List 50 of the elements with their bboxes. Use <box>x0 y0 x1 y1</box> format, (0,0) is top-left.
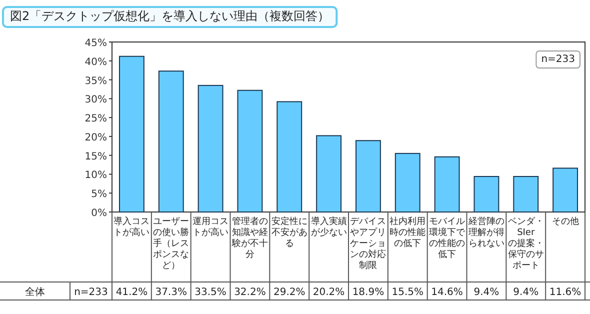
x-tick-label: 社内利用時の性能の低下 <box>390 216 426 249</box>
bar <box>198 84 224 212</box>
bar <box>513 176 539 212</box>
bar <box>158 70 184 212</box>
data-label: 9.4% <box>474 287 500 298</box>
data-label: 29.2% <box>273 287 306 298</box>
y-tick-label: 5% <box>91 189 107 200</box>
x-tick-label: ベンダ・SIerの提案・保守のサポート <box>508 216 544 271</box>
data-label: 18.9% <box>352 287 384 298</box>
x-tick-label: 経営陣の理解が得られない <box>467 216 504 249</box>
data-label: 14.6% <box>431 287 463 298</box>
bar <box>276 101 302 212</box>
y-tick-label: 15% <box>84 151 107 162</box>
data-label: 41.2% <box>116 287 148 298</box>
data-label: 33.5% <box>194 287 226 298</box>
y-tick-label: 20% <box>84 132 107 144</box>
bar <box>434 156 460 212</box>
x-tick-label: モバイル環境下での性能の低下 <box>429 217 466 260</box>
x-tick-label: 導入実績が少ない <box>310 216 347 238</box>
x-tick-label: デバイスやアプリケーションの対応制限 <box>350 217 386 271</box>
x-tick-label: 導入コストが高い <box>114 216 150 238</box>
x-tick-label: ユーザーの使い勝手（レスポンスなど） <box>153 216 190 271</box>
data-label: 37.3% <box>155 287 188 298</box>
data-label: 9.4% <box>513 287 539 298</box>
text: 全体 <box>25 286 45 298</box>
y-tick-label: 30% <box>84 94 107 106</box>
bar <box>355 140 381 212</box>
data-label: 11.6% <box>549 287 582 298</box>
y-tick-label: 45% <box>84 38 107 49</box>
y-tick-label: 0% <box>91 208 107 219</box>
data-label: 20.2% <box>312 287 345 298</box>
data-label: 15.5% <box>392 287 424 298</box>
bar <box>552 168 578 212</box>
y-tick-label: 40% <box>84 56 107 68</box>
x-tick-label: 運用コストが高い <box>192 216 229 238</box>
bar <box>316 135 342 212</box>
chart-title: 図2「デスクトップ仮想化」を導入しない理由（複数回答） <box>10 9 330 23</box>
bar <box>118 56 144 212</box>
text: n=233 <box>74 287 108 298</box>
bar <box>394 152 420 212</box>
bar <box>474 176 500 212</box>
bar <box>237 90 263 212</box>
data-label: 32.2% <box>234 287 266 298</box>
y-tick-label: 10% <box>84 170 107 182</box>
x-tick-label: 安定性に不安がある <box>271 216 308 249</box>
x-tick-label: 管理者の知識や経験が不十分 <box>230 216 268 260</box>
x-tick-label: その他 <box>552 216 579 227</box>
annotation: n=233 <box>541 54 575 65</box>
y-tick-label: 25% <box>84 114 107 125</box>
y-tick-label: 35% <box>84 76 107 87</box>
